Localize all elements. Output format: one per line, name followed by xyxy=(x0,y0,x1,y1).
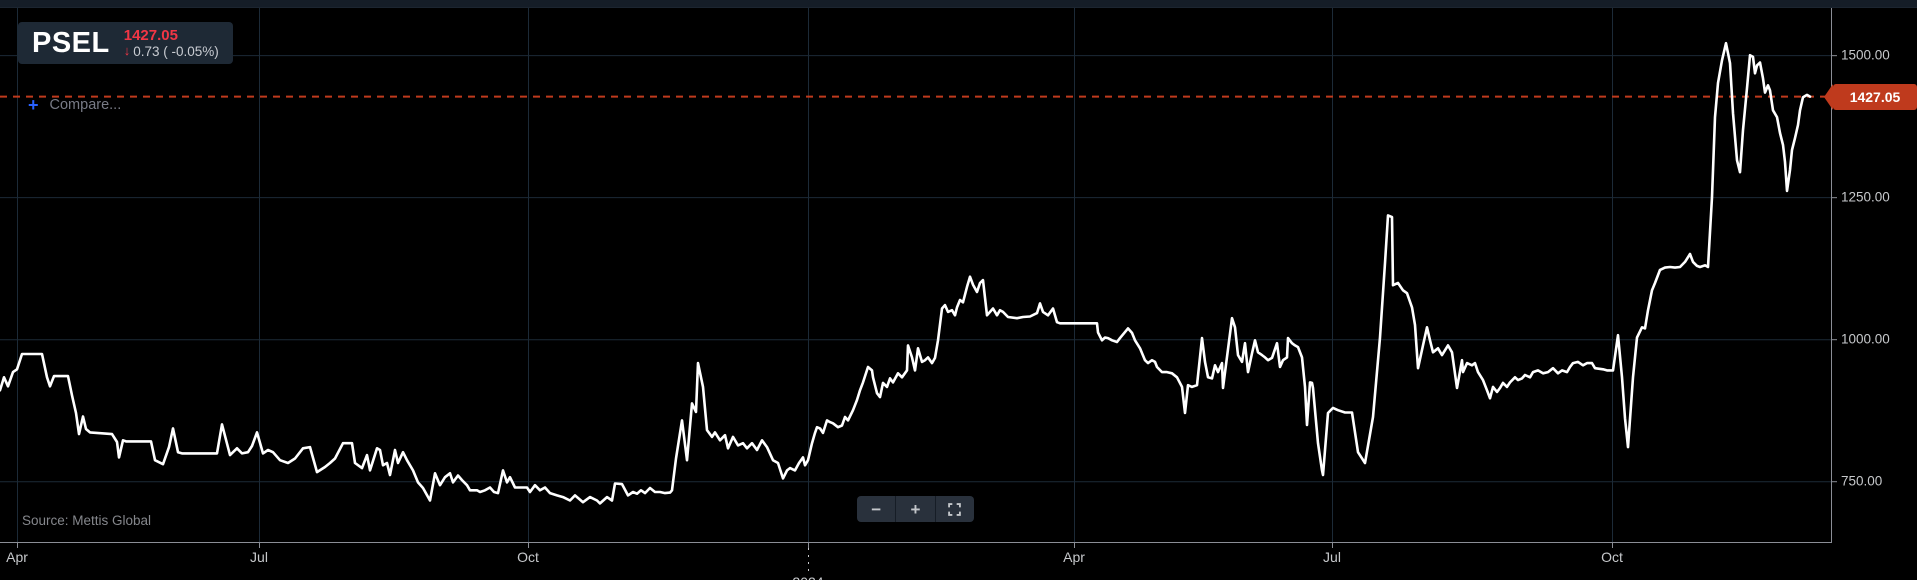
time-axis-label: Apr xyxy=(6,549,28,565)
change-value: 0.73 ( -0.05%) xyxy=(133,43,219,59)
last-price-text: 1427.05 xyxy=(123,26,178,44)
compare-label: Compare... xyxy=(49,97,122,113)
pane-top-border xyxy=(0,0,1917,8)
symbol-quote: 1427.05 ↓ 0.73 ( -0.05%) xyxy=(124,27,219,60)
symbol-name: PSEL xyxy=(32,26,110,59)
fullscreen-button[interactable] xyxy=(934,496,974,522)
zoom-controls: − + xyxy=(857,496,974,522)
time-axis-label: Jul xyxy=(250,549,268,565)
time-axis-label: Jul xyxy=(1323,549,1341,565)
plus-icon: + xyxy=(28,95,39,115)
price-axis-label: 1500.00 xyxy=(1841,47,1890,63)
source-attribution: Source: Mettis Global xyxy=(22,513,152,528)
time-axis-label: Oct xyxy=(1601,549,1623,565)
zoom-out-button[interactable]: − xyxy=(871,499,882,519)
price-axis-label: 1250.00 xyxy=(1841,189,1890,205)
time-axis-label: 2024 xyxy=(792,574,823,580)
zoom-in-button[interactable]: + xyxy=(895,496,934,522)
symbol-info-badge: PSEL 1427.05 ↓ 0.73 ( -0.05%) xyxy=(18,22,233,64)
price-axis-label: 750.00 xyxy=(1841,473,1883,489)
time-axis-label: Oct xyxy=(517,549,539,565)
price-line-series xyxy=(0,41,1812,505)
arrow-down-icon: ↓ xyxy=(123,43,131,59)
time-axis-label: Apr xyxy=(1063,549,1085,565)
fullscreen-icon xyxy=(948,502,962,516)
compare-button[interactable]: + Compare... xyxy=(28,96,121,114)
price-change-text: ↓ 0.73 ( -0.05%) xyxy=(123,43,219,60)
last-price-tag: 1427.05 xyxy=(1824,83,1917,110)
price-axis-label: 1000.00 xyxy=(1841,331,1890,347)
